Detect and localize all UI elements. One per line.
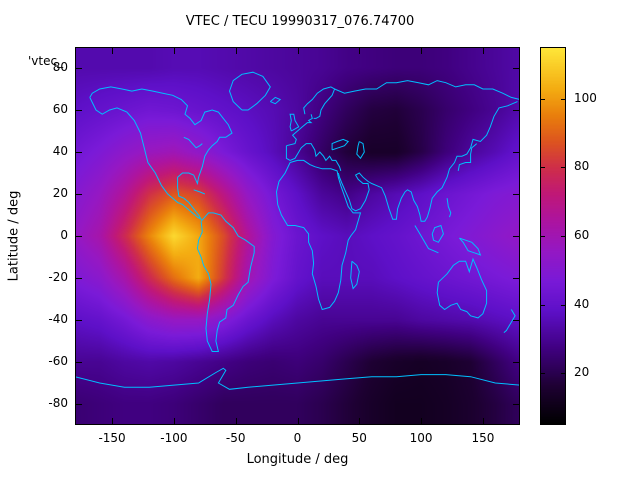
x-tick-label: -50 (225, 431, 246, 445)
colorbar-tick-label: 20 (574, 365, 590, 380)
coastline-new-guinea (459, 237, 482, 256)
y-tick-label: 20 (52, 186, 68, 200)
y-tick-label: 60 (52, 102, 68, 116)
coastline-borneo (431, 224, 444, 243)
colorbar-tick-label: 60 (574, 228, 590, 242)
x-axis-label: Longitude / deg (246, 452, 349, 467)
coastline-africa (275, 159, 362, 311)
coastline-europe-atlantic (286, 114, 313, 147)
coastline-black-sea (331, 138, 350, 151)
y-tick-label: -60 (48, 354, 68, 368)
coastline-sumatra-java (414, 225, 439, 254)
y-tick-label: -80 (48, 396, 68, 410)
x-tick-label: 100 (409, 431, 433, 445)
coastline-south-america (196, 212, 255, 352)
colorbar-tick-label: 100 (574, 90, 597, 105)
coastline-australia (436, 257, 488, 319)
coastline-madagascar (350, 260, 360, 290)
coastline-iceland (269, 96, 282, 105)
coastline-scandinavia (303, 86, 336, 119)
coastline-uk (289, 113, 300, 132)
coastline-mediterranean (285, 143, 342, 172)
coastline-great-lakes (183, 136, 203, 149)
coastline-greenland (228, 71, 271, 111)
coastline-asia-arctic (334, 80, 520, 100)
x-tick-label: 150 (471, 431, 495, 445)
coastline-japan (457, 143, 478, 171)
y-tick-label: -20 (48, 270, 68, 284)
x-tick-label: -100 (160, 431, 188, 445)
coastline-philippines (446, 198, 452, 218)
colorbar-tick-label: 80 (574, 159, 590, 174)
plot-key-label: 'vtec_ (28, 54, 64, 68)
y-tick-label: 40 (52, 144, 68, 158)
coastlines (75, 71, 520, 390)
coastline-cuba (193, 189, 205, 195)
x-tick-label: 0 (293, 431, 302, 445)
coastline-antarctica (75, 367, 520, 390)
coastline-caspian-sea (356, 141, 365, 160)
axes-frame (75, 47, 566, 425)
y-tick-label: 80 (52, 60, 68, 74)
coastline-asia-east-south (337, 101, 518, 222)
x-tick-label: -150 (98, 431, 126, 445)
coastline-new-zealand (503, 309, 516, 333)
y-tick-label: 0 (60, 228, 68, 242)
y-tick-label: -40 (48, 312, 68, 326)
coastline-north-america (89, 86, 233, 221)
x-tick-label: 50 (351, 431, 367, 445)
colorbar-tick-label: 40 (574, 296, 590, 311)
plot-title: VTEC / TECU 19990317_076.74700 (185, 14, 415, 29)
vtec-heatmap-canvas (75, 47, 520, 425)
